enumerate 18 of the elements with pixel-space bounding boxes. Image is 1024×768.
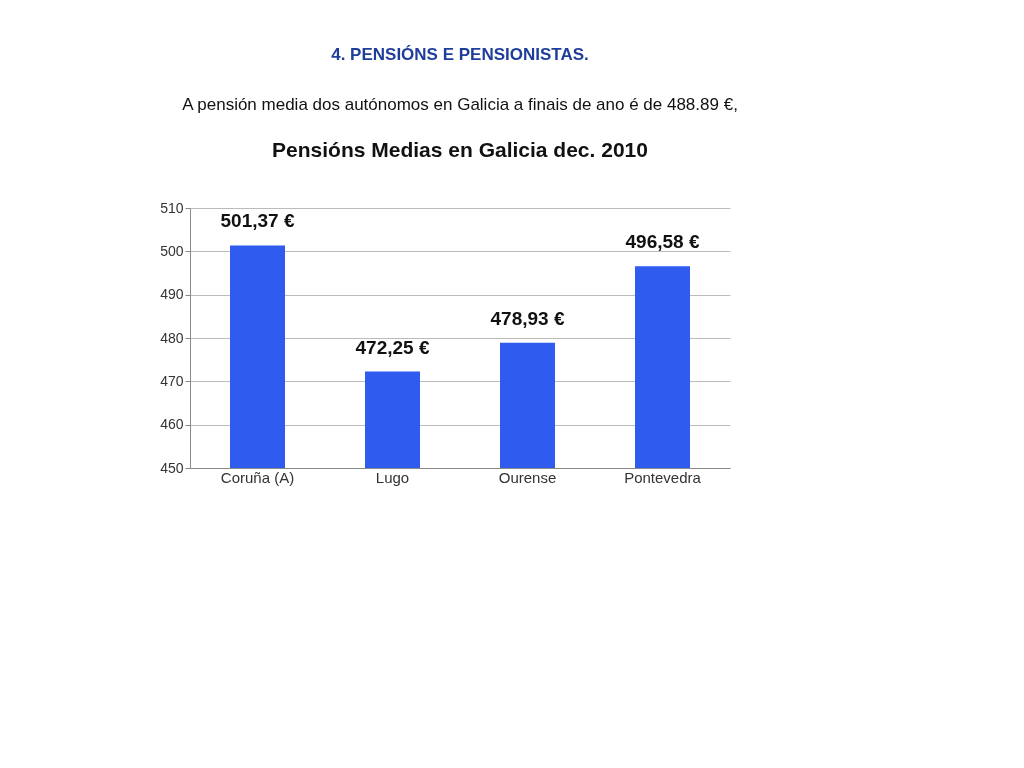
y-tick-label: 480: [160, 329, 184, 346]
x-tick-label: Coruña (A): [220, 468, 295, 486]
x-tick-label: Lugo: [375, 468, 410, 486]
y-tick-label: 460: [160, 416, 184, 433]
data-label: 496,58 €: [625, 231, 700, 253]
data-label: 501,37 €: [220, 210, 295, 232]
y-tick-label: 510: [160, 199, 184, 216]
y-tick-label: 470: [160, 372, 184, 389]
x-tick-label: Ourense: [498, 468, 557, 486]
y-tick-label: 450: [160, 459, 184, 476]
data-label: 472,25 €: [355, 336, 430, 358]
y-tick-label: 490: [160, 286, 184, 303]
text: 4. PENSIÓNS E PENSIONISTAS.: [331, 45, 589, 64]
y-tick-label: 500: [160, 242, 184, 259]
x-tick-label: Pontevedra: [624, 468, 702, 486]
text: A pensión media dos autónomos en Galicia a finais de ano é de 488.89 €,: [182, 95, 738, 114]
chart-title: Pensións Medias en Galicia dec. 2010: [272, 138, 648, 161]
data-label: 478,93 €: [490, 307, 565, 329]
